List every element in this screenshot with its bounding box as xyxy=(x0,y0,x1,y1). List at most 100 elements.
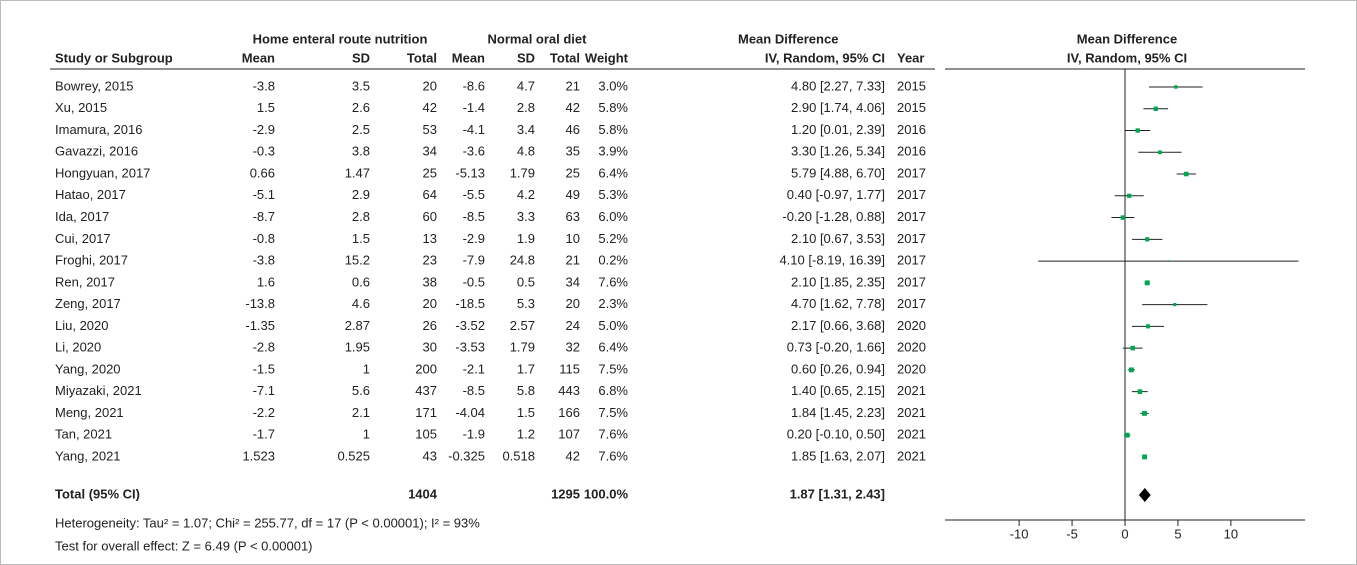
cell: 437 xyxy=(415,383,437,398)
year: 2017 xyxy=(897,253,926,268)
effect-square xyxy=(1124,432,1130,438)
cell: 21 xyxy=(566,78,580,93)
year: 2016 xyxy=(897,122,926,137)
effect-square xyxy=(1128,367,1134,373)
cell: 25 xyxy=(566,165,580,180)
cell: 105 xyxy=(415,427,437,442)
cell: 42 xyxy=(566,100,580,115)
weight: 7.6% xyxy=(598,274,628,289)
heterogeneity: Heterogeneity: Tau² = 1.07; Chi² = 255.7… xyxy=(55,515,480,530)
ci-label: 2.90 [1.74, 4.06] xyxy=(791,100,885,115)
cell: 2.87 xyxy=(345,318,370,333)
study-name: Liu, 2020 xyxy=(55,318,109,333)
weight: 5.0% xyxy=(598,318,628,333)
ci-label: 0.73 [-0.20, 1.66] xyxy=(787,340,885,355)
ci-label: 4.80 [2.27, 7.33] xyxy=(791,78,885,93)
cell: -3.6 xyxy=(463,144,485,159)
cell: -1.9 xyxy=(463,427,485,442)
cell: 1.2 xyxy=(517,427,535,442)
cell: 46 xyxy=(566,122,580,137)
weight: 7.5% xyxy=(598,405,628,420)
cell: -5.1 xyxy=(253,187,275,202)
study-name: Hongyuan, 2017 xyxy=(55,165,150,180)
cell: 115 xyxy=(559,361,580,376)
year: 2015 xyxy=(897,78,926,93)
cell: 3.3 xyxy=(517,209,535,224)
cell: 1.5 xyxy=(352,231,370,246)
cell: -7.9 xyxy=(463,253,485,268)
effect-square xyxy=(1142,454,1148,460)
cell: 1.5 xyxy=(517,405,535,420)
weight: 2.3% xyxy=(598,296,628,311)
weight: 6.8% xyxy=(598,383,628,398)
effect-square xyxy=(1153,106,1158,111)
cell: 2.6 xyxy=(352,100,370,115)
ci-label: 0.60 [0.26, 0.94] xyxy=(791,361,885,376)
cell: 10 xyxy=(566,231,580,246)
effect-square xyxy=(1130,345,1136,351)
year: 2021 xyxy=(897,427,926,442)
effect-square xyxy=(1144,280,1150,286)
plot-title: Mean Difference xyxy=(1077,31,1177,46)
ci-label: 3.30 [1.26, 5.34] xyxy=(791,144,885,159)
cell: 35 xyxy=(566,144,580,159)
cell: -3.52 xyxy=(455,318,485,333)
cell: -3.8 xyxy=(253,78,275,93)
year: 2016 xyxy=(897,144,926,159)
study-name: Imamura, 2016 xyxy=(55,122,142,137)
weight: 6.4% xyxy=(598,165,628,180)
total-weight: 100.0% xyxy=(584,486,629,501)
cell: -5.5 xyxy=(463,187,485,202)
weight: 7.6% xyxy=(598,427,628,442)
cell: 166 xyxy=(558,405,580,420)
ci-label: 1.85 [1.63, 2.07] xyxy=(791,448,885,463)
cell: 49 xyxy=(566,187,580,202)
total-ci: 1.87 [1.31, 2.43] xyxy=(790,486,885,501)
weight: 6.0% xyxy=(598,209,628,224)
ci-label: -0.20 [-1.28, 0.88] xyxy=(782,209,885,224)
cell: 4.2 xyxy=(517,187,535,202)
cell: 1 xyxy=(363,361,370,376)
ci-label: 4.70 [1.62, 7.78] xyxy=(791,296,885,311)
year: 2021 xyxy=(897,383,926,398)
cell: 3.5 xyxy=(352,78,370,93)
cell: 64 xyxy=(423,187,437,202)
overall-effect: Test for overall effect: Z = 6.49 (P < 0… xyxy=(55,538,313,553)
cell: 0.525 xyxy=(337,448,370,463)
group-header: Home enteral route nutrition xyxy=(253,31,428,46)
effect-square xyxy=(1158,150,1162,155)
year: 2017 xyxy=(897,231,926,246)
cell: 171 xyxy=(415,405,437,420)
column-header: Study or Subgroup xyxy=(55,50,173,65)
cell: -13.8 xyxy=(245,296,275,311)
ci-label: 2.10 [1.85, 2.35] xyxy=(791,274,885,289)
group-header: Normal oral diet xyxy=(488,31,588,46)
ci-label: 5.79 [4.88, 6.70] xyxy=(791,165,885,180)
cell: 24.8 xyxy=(510,253,535,268)
column-header: Total xyxy=(407,50,437,65)
study-name: Xu, 2015 xyxy=(55,100,107,115)
study-name: Cui, 2017 xyxy=(55,231,111,246)
x-tick-label: 10 xyxy=(1224,526,1238,541)
cell: -1.7 xyxy=(253,427,275,442)
weight: 5.3% xyxy=(598,187,628,202)
cell: -2.2 xyxy=(253,405,275,420)
cell: 5.6 xyxy=(352,383,370,398)
cell: 30 xyxy=(423,340,437,355)
cell: 24 xyxy=(566,318,580,333)
group-header: Mean Difference xyxy=(738,31,838,46)
column-header: Total xyxy=(550,50,580,65)
study-name: Li, 2020 xyxy=(55,340,101,355)
year: 2017 xyxy=(897,296,926,311)
cell: 2.8 xyxy=(517,100,535,115)
ci-label: 2.17 [0.66, 3.68] xyxy=(791,318,885,333)
year: 2020 xyxy=(897,361,926,376)
cell: 1.79 xyxy=(510,340,535,355)
column-header: Mean xyxy=(452,50,485,65)
weight: 7.5% xyxy=(598,361,628,376)
cell: 4.6 xyxy=(352,296,370,311)
cell: -0.5 xyxy=(463,274,485,289)
cell: -2.9 xyxy=(463,231,485,246)
cell: -2.9 xyxy=(253,122,275,137)
cell: 0.518 xyxy=(502,448,535,463)
